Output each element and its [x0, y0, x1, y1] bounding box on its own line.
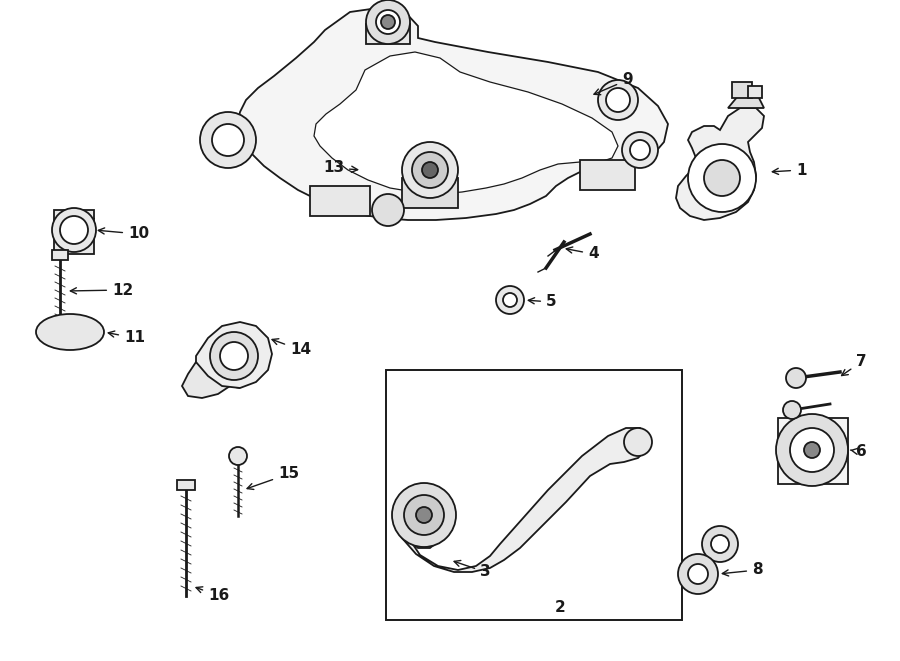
Ellipse shape — [783, 401, 801, 419]
Bar — [748, 86, 762, 98]
Bar — [402, 178, 458, 208]
Polygon shape — [728, 92, 764, 108]
Ellipse shape — [786, 368, 806, 388]
Ellipse shape — [366, 0, 410, 44]
Ellipse shape — [678, 554, 718, 594]
Bar — [310, 186, 370, 216]
Text: 4: 4 — [566, 247, 598, 262]
Ellipse shape — [422, 162, 438, 178]
Ellipse shape — [376, 10, 400, 34]
Ellipse shape — [220, 342, 248, 370]
Ellipse shape — [606, 88, 630, 112]
Ellipse shape — [392, 483, 456, 547]
Bar — [54, 210, 94, 254]
Bar — [732, 82, 752, 98]
Text: 3: 3 — [454, 561, 490, 580]
Text: 1: 1 — [772, 163, 806, 178]
Text: 5: 5 — [528, 295, 556, 309]
Ellipse shape — [372, 194, 404, 226]
Polygon shape — [182, 362, 240, 398]
Ellipse shape — [622, 132, 658, 168]
Ellipse shape — [704, 160, 740, 196]
Polygon shape — [238, 8, 668, 220]
Ellipse shape — [210, 332, 258, 380]
Text: 2: 2 — [554, 600, 565, 615]
Text: 13: 13 — [323, 161, 357, 176]
Ellipse shape — [52, 208, 96, 252]
Ellipse shape — [688, 144, 756, 212]
Ellipse shape — [598, 80, 638, 120]
Ellipse shape — [402, 142, 458, 198]
Text: 7: 7 — [842, 354, 867, 375]
Ellipse shape — [804, 442, 820, 458]
Ellipse shape — [702, 526, 738, 562]
Polygon shape — [676, 108, 764, 220]
Ellipse shape — [688, 564, 708, 584]
Text: 12: 12 — [70, 282, 133, 297]
Text: 14: 14 — [272, 338, 311, 358]
Ellipse shape — [503, 293, 517, 307]
Text: 11: 11 — [108, 330, 145, 346]
Text: 15: 15 — [248, 467, 299, 489]
Ellipse shape — [60, 216, 88, 244]
Ellipse shape — [776, 414, 848, 486]
Ellipse shape — [496, 286, 524, 314]
Ellipse shape — [200, 112, 256, 168]
Ellipse shape — [229, 447, 247, 465]
Bar — [52, 250, 68, 260]
Ellipse shape — [404, 495, 444, 535]
Text: 9: 9 — [594, 73, 633, 95]
Ellipse shape — [412, 152, 448, 188]
Polygon shape — [314, 52, 618, 194]
Ellipse shape — [212, 124, 244, 156]
Bar — [177, 480, 195, 490]
Ellipse shape — [790, 428, 834, 472]
Text: 16: 16 — [196, 587, 230, 603]
Ellipse shape — [381, 15, 395, 29]
Bar — [580, 160, 635, 190]
Polygon shape — [196, 322, 272, 388]
Ellipse shape — [630, 140, 650, 160]
Bar — [778, 418, 848, 484]
Text: 8: 8 — [723, 563, 762, 578]
Text: 10: 10 — [98, 227, 149, 241]
Bar — [386, 370, 682, 620]
Polygon shape — [396, 428, 648, 572]
Bar — [366, 24, 410, 44]
Ellipse shape — [711, 535, 729, 553]
Text: 6: 6 — [850, 444, 867, 459]
Ellipse shape — [624, 428, 652, 456]
Ellipse shape — [416, 507, 432, 523]
Ellipse shape — [36, 314, 104, 350]
